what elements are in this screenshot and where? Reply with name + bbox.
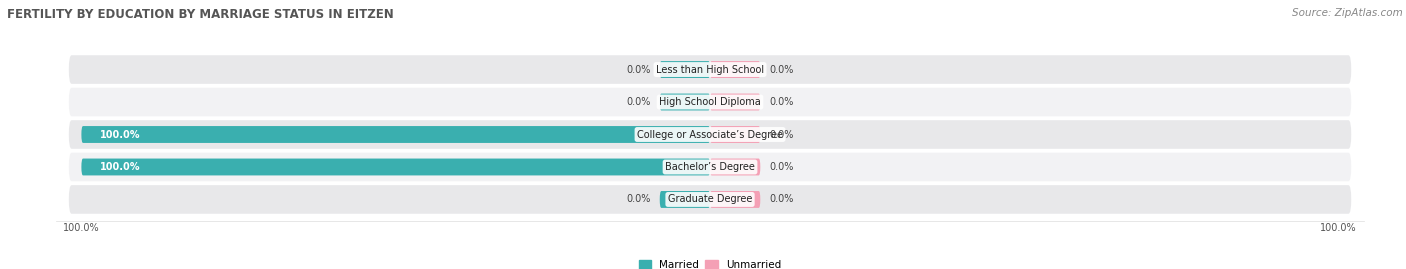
Text: Graduate Degree: Graduate Degree xyxy=(668,194,752,204)
FancyBboxPatch shape xyxy=(710,61,761,78)
Text: 100.0%: 100.0% xyxy=(100,162,141,172)
FancyBboxPatch shape xyxy=(659,61,710,78)
Text: FERTILITY BY EDUCATION BY MARRIAGE STATUS IN EITZEN: FERTILITY BY EDUCATION BY MARRIAGE STATU… xyxy=(7,8,394,21)
Legend: Married, Unmarried: Married, Unmarried xyxy=(638,260,782,269)
FancyBboxPatch shape xyxy=(710,191,761,208)
FancyBboxPatch shape xyxy=(82,126,710,143)
Text: 0.0%: 0.0% xyxy=(769,129,794,140)
Text: 0.0%: 0.0% xyxy=(769,97,794,107)
Text: College or Associate’s Degree: College or Associate’s Degree xyxy=(637,129,783,140)
FancyBboxPatch shape xyxy=(69,55,1351,84)
FancyBboxPatch shape xyxy=(69,88,1351,116)
FancyBboxPatch shape xyxy=(659,94,710,111)
FancyBboxPatch shape xyxy=(69,185,1351,214)
FancyBboxPatch shape xyxy=(659,191,710,208)
FancyBboxPatch shape xyxy=(69,153,1351,181)
Text: Source: ZipAtlas.com: Source: ZipAtlas.com xyxy=(1292,8,1403,18)
Text: 0.0%: 0.0% xyxy=(769,162,794,172)
Text: 0.0%: 0.0% xyxy=(626,97,651,107)
FancyBboxPatch shape xyxy=(710,126,761,143)
Text: 0.0%: 0.0% xyxy=(769,65,794,75)
Text: Bachelor’s Degree: Bachelor’s Degree xyxy=(665,162,755,172)
Text: 0.0%: 0.0% xyxy=(626,65,651,75)
Text: High School Diploma: High School Diploma xyxy=(659,97,761,107)
Text: Less than High School: Less than High School xyxy=(657,65,763,75)
FancyBboxPatch shape xyxy=(69,120,1351,149)
FancyBboxPatch shape xyxy=(710,94,761,111)
Text: 0.0%: 0.0% xyxy=(769,194,794,204)
FancyBboxPatch shape xyxy=(82,158,710,175)
Text: 100.0%: 100.0% xyxy=(100,129,141,140)
FancyBboxPatch shape xyxy=(710,158,761,175)
Text: 0.0%: 0.0% xyxy=(626,194,651,204)
